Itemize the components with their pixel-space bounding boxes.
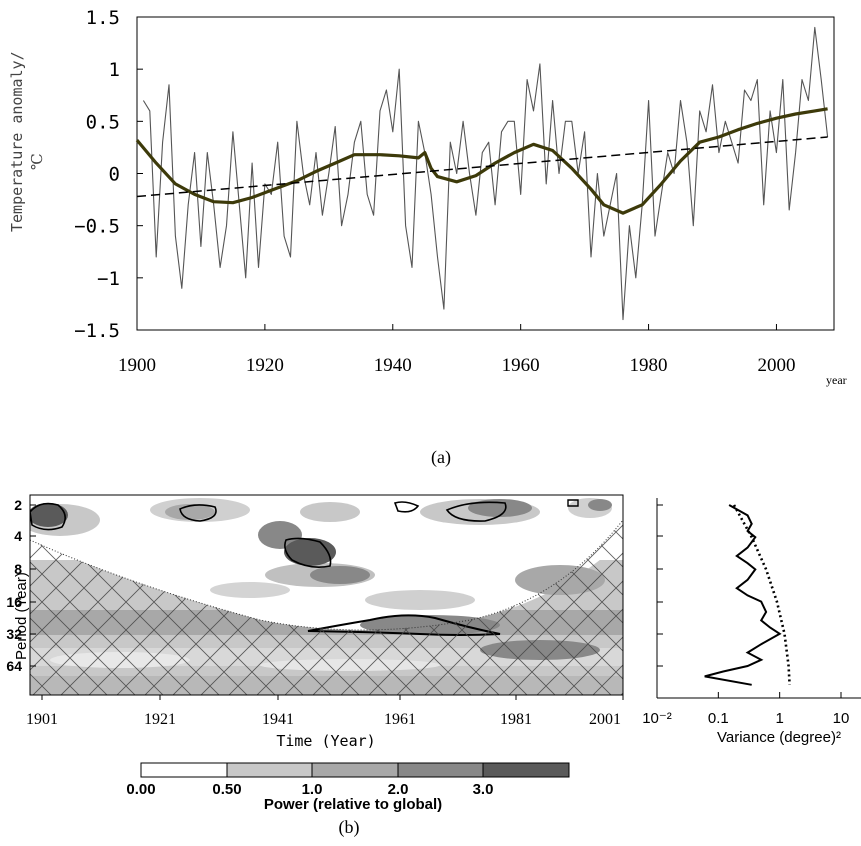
x-tick-label: 1920 (246, 355, 284, 376)
y-axis-label-b: Period (Year) (13, 572, 30, 660)
y-tick-label: 16 (6, 594, 22, 610)
x-tick-label: 1901 (26, 711, 58, 728)
y-tick-label: −0.5 (74, 216, 120, 238)
x-tick-label: 0.1 (708, 710, 729, 727)
colorbar-swatch (140, 762, 228, 778)
colorbar-swatch (226, 762, 313, 778)
global-wavelet-spectrum: 10⁻² 0.1 1 10 Variance (degree)² (642, 498, 861, 746)
colorbar-tick-label: 1.0 (302, 781, 323, 798)
panel-a: 1900 1920 1940 1960 1980 2000 1.5 1 0.5 0 −0.5 −1 −… (8, 7, 847, 468)
y-tick-label: 4 (14, 528, 22, 544)
x-tick-label: 10⁻² (642, 710, 672, 727)
gws-x-axis-label: Variance (degree)² (717, 729, 841, 746)
plot-frame-a (136, 16, 835, 331)
y-tick-label: 8 (14, 561, 22, 577)
plot-frame-b (29, 494, 624, 696)
colorbar-tick-label: 0.50 (212, 781, 241, 798)
x-tick-label: 1960 (502, 355, 540, 376)
x-tick-label: 1940 (374, 355, 412, 376)
significance-line (732, 504, 791, 685)
significance-contour (284, 537, 332, 568)
y-tick-label: 1 (109, 59, 120, 81)
y-tick-label: 64 (6, 658, 22, 674)
x-tick-label: 1961 (384, 711, 416, 728)
x-tick-label: 1921 (144, 711, 176, 728)
x-tick-label: 1941 (262, 711, 294, 728)
x-tick-label: 1980 (630, 355, 668, 376)
significance-contour (445, 501, 507, 522)
colorbar-tick-label: 2.0 (388, 781, 409, 798)
x-tick-label: 1900 (118, 355, 156, 376)
x-tick-label: 1981 (500, 711, 532, 728)
panel-b: 1901 1921 1941 1961 1981 2001 2 4 8 16 32 64 Perio… (6, 494, 861, 838)
y-tick-label: 2 (14, 497, 22, 513)
linear-trend-line (136, 136, 828, 198)
smoothed-curve (135, 107, 828, 215)
y-tick-label: 32 (6, 626, 22, 642)
significance-contour (393, 501, 420, 513)
y-tick-label: 0.5 (86, 111, 120, 133)
x-axis-label-b: Time (Year) (276, 732, 375, 750)
colorbar-swatch (482, 762, 570, 778)
caption-a: (a) (431, 447, 451, 468)
cone-of-influence (30, 520, 623, 695)
cone-of-influence-edge (30, 519, 623, 631)
x-tick-label: 2000 (757, 355, 795, 376)
y-axis-label: Temperature anomaly/ (8, 51, 26, 232)
x-tick-label: 10 (833, 710, 850, 727)
y-tick-label: −1.5 (74, 320, 120, 342)
colorbar-tick-label: 3.0 (473, 781, 494, 798)
colorbar-swatch (311, 762, 399, 778)
colorbar-tick-label: 0.00 (126, 781, 155, 798)
y-axis-unit: ℃ (30, 153, 46, 170)
significance-contour (179, 504, 217, 522)
caption-b: (b) (339, 817, 360, 838)
annual-anomaly-line (142, 26, 829, 321)
global-spectrum-line (704, 504, 782, 686)
colorbar-label: Power (relative to global) (264, 796, 442, 813)
x-tick-label: 1 (775, 710, 783, 727)
y-tick-label: 1.5 (86, 7, 120, 29)
colorbar: 0.00 0.50 1.0 2.0 3.0 (126, 762, 570, 798)
y-tick-label: −1 (97, 268, 120, 290)
x-tick-label: 2001 (589, 711, 621, 728)
y-tick-label: 0 (109, 164, 120, 186)
wavelet-power-map (30, 495, 623, 695)
significance-contour (30, 502, 66, 531)
colorbar-swatch (397, 762, 484, 778)
x-axis-label: year (826, 373, 847, 387)
significance-contour (567, 499, 579, 507)
